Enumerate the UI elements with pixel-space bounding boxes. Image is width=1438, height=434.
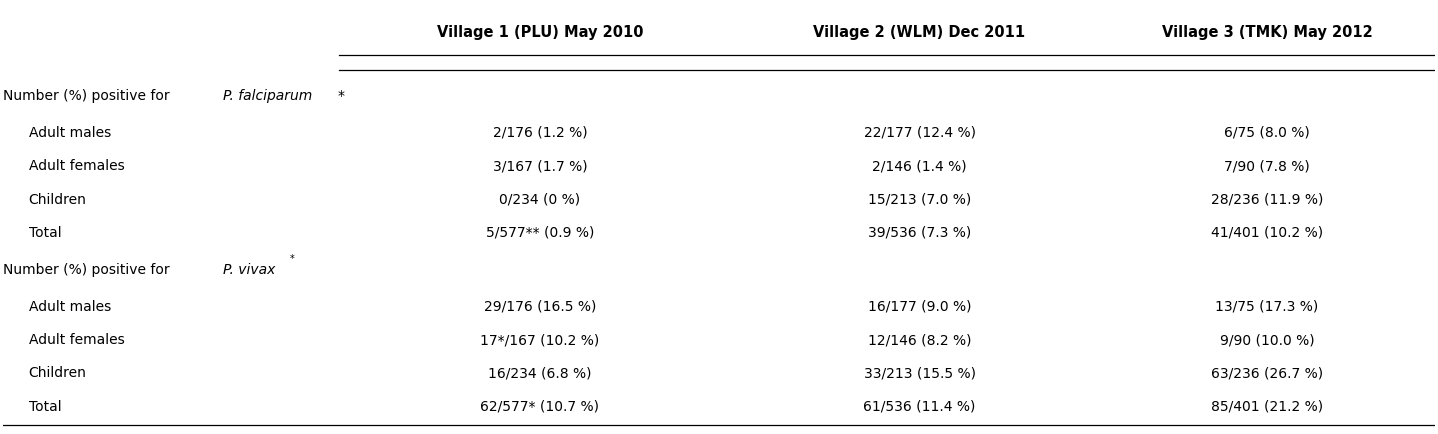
Text: 6/75 (8.0 %): 6/75 (8.0 %) bbox=[1224, 125, 1310, 139]
Text: 9/90 (10.0 %): 9/90 (10.0 %) bbox=[1219, 332, 1314, 346]
Text: Adult females: Adult females bbox=[29, 159, 124, 173]
Text: 2/146 (1.4 %): 2/146 (1.4 %) bbox=[873, 159, 966, 173]
Text: Number (%) positive for: Number (%) positive for bbox=[3, 262, 174, 276]
Text: Adult males: Adult males bbox=[29, 299, 111, 313]
Text: 61/536 (11.4 %): 61/536 (11.4 %) bbox=[863, 399, 976, 413]
Text: Total: Total bbox=[29, 226, 62, 240]
Text: 41/401 (10.2 %): 41/401 (10.2 %) bbox=[1211, 226, 1323, 240]
Text: 12/146 (8.2 %): 12/146 (8.2 %) bbox=[867, 332, 971, 346]
Text: 0/234 (0 %): 0/234 (0 %) bbox=[499, 192, 581, 206]
Text: Village 2 (WLM) Dec 2011: Village 2 (WLM) Dec 2011 bbox=[814, 25, 1025, 40]
Text: 16/177 (9.0 %): 16/177 (9.0 %) bbox=[867, 299, 971, 313]
Text: 7/90 (7.8 %): 7/90 (7.8 %) bbox=[1224, 159, 1310, 173]
Text: 3/167 (1.7 %): 3/167 (1.7 %) bbox=[493, 159, 587, 173]
Text: Village 3 (TMK) May 2012: Village 3 (TMK) May 2012 bbox=[1162, 25, 1372, 40]
Text: 29/176 (16.5 %): 29/176 (16.5 %) bbox=[483, 299, 597, 313]
Text: Adult males: Adult males bbox=[29, 125, 111, 139]
Text: 22/177 (12.4 %): 22/177 (12.4 %) bbox=[864, 125, 975, 139]
Text: 15/213 (7.0 %): 15/213 (7.0 %) bbox=[869, 192, 971, 206]
Text: 85/401 (21.2 %): 85/401 (21.2 %) bbox=[1211, 399, 1323, 413]
Text: Total: Total bbox=[29, 399, 62, 413]
Text: P. vivax: P. vivax bbox=[223, 262, 275, 276]
Text: 2/176 (1.2 %): 2/176 (1.2 %) bbox=[493, 125, 587, 139]
Text: Children: Children bbox=[29, 192, 86, 206]
Text: 16/234 (6.8 %): 16/234 (6.8 %) bbox=[487, 365, 591, 380]
Text: Village 1 (PLU) May 2010: Village 1 (PLU) May 2010 bbox=[437, 25, 643, 40]
Text: 13/75 (17.3 %): 13/75 (17.3 %) bbox=[1215, 299, 1319, 313]
Text: Number (%) positive for: Number (%) positive for bbox=[3, 89, 174, 102]
Text: 63/236 (26.7 %): 63/236 (26.7 %) bbox=[1211, 365, 1323, 380]
Text: 62/577* (10.7 %): 62/577* (10.7 %) bbox=[480, 399, 600, 413]
Text: 28/236 (11.9 %): 28/236 (11.9 %) bbox=[1211, 192, 1323, 206]
Text: 39/536 (7.3 %): 39/536 (7.3 %) bbox=[869, 226, 971, 240]
Text: P. falciparum: P. falciparum bbox=[223, 89, 312, 102]
Text: Children: Children bbox=[29, 365, 86, 380]
Text: Adult females: Adult females bbox=[29, 332, 124, 346]
Text: 5/577** (0.9 %): 5/577** (0.9 %) bbox=[486, 226, 594, 240]
Text: *: * bbox=[290, 253, 295, 263]
Text: *: * bbox=[338, 89, 344, 102]
Text: 33/213 (15.5 %): 33/213 (15.5 %) bbox=[864, 365, 975, 380]
Text: 17*/167 (10.2 %): 17*/167 (10.2 %) bbox=[480, 332, 600, 346]
